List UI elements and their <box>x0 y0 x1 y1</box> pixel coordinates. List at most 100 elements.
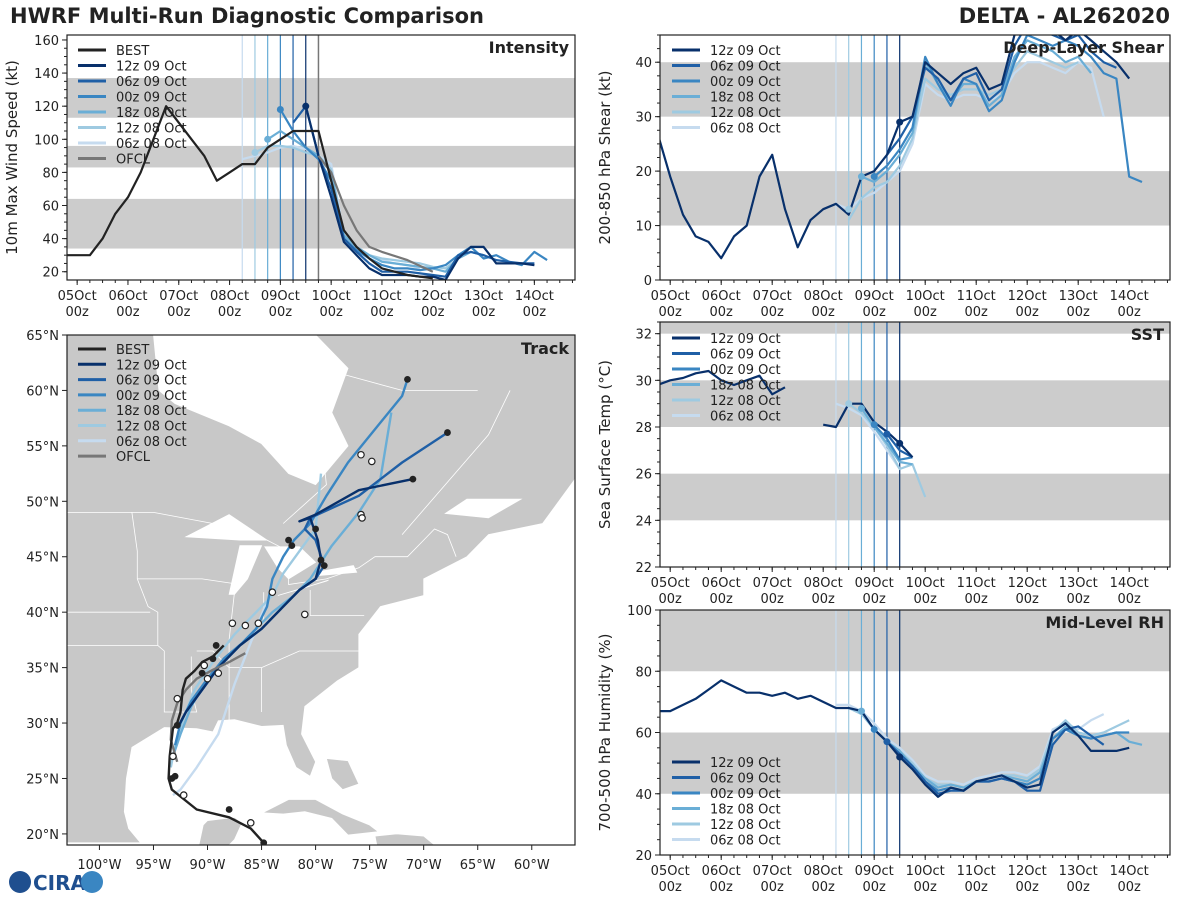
series-line-run-1 <box>886 725 1105 795</box>
x-tick-label: 10Oct <box>906 864 945 879</box>
x-tick-sublabel: 00z <box>710 305 734 320</box>
init-marker-point <box>870 725 878 733</box>
x-tick-label: 12Oct <box>1008 289 1047 304</box>
x-tick-sublabel: 00z <box>319 305 343 320</box>
x-tick-label: 05Oct <box>651 289 690 304</box>
legend-label: BEST <box>116 343 149 358</box>
track-point-open <box>214 669 223 677</box>
x-tick-label: 11Oct <box>362 289 401 304</box>
x-tick-label: 09Oct <box>855 864 894 879</box>
sst-panel: 22242628303205Oct00z06Oct00z07Oct00z08Oc… <box>596 321 1171 607</box>
legend-label: 00z 09 Oct <box>116 389 187 404</box>
legend-label: OFCL <box>116 450 151 465</box>
land-area <box>185 816 243 845</box>
x-tick-sublabel: 00z <box>116 305 140 320</box>
x-tick-label: 13Oct <box>1059 576 1098 591</box>
x-tick-label: 07Oct <box>753 576 792 591</box>
y-tick-label: 100 <box>627 604 652 619</box>
cira-logo: CIRA <box>9 871 103 895</box>
lon-tick-label: 95°W <box>136 858 172 873</box>
water-body <box>153 335 349 486</box>
track-point-filled <box>173 721 181 729</box>
x-tick-label: 11Oct <box>957 864 996 879</box>
y-tick-label: 30 <box>635 111 652 126</box>
x-tick-sublabel: 00z <box>370 305 394 320</box>
rh-panel: 2040608010005Oct00z06Oct00z07Oct00z08Oct… <box>596 604 1171 895</box>
y-tick-label: 24 <box>635 514 652 529</box>
y-tick-label: 0 <box>644 274 652 289</box>
y-axis-label: 10m Max Wind Speed (kt) <box>3 60 21 255</box>
init-marker-point <box>857 173 865 181</box>
track-point-filled <box>404 375 411 383</box>
x-tick-label: 07Oct <box>753 864 792 879</box>
x-tick-sublabel: 00z <box>1118 880 1142 895</box>
x-tick-label: 08Oct <box>804 289 843 304</box>
track-point-open <box>169 752 177 761</box>
x-tick-label: 14Oct <box>1110 576 1149 591</box>
panel-title: Mid-Level RH <box>1045 613 1164 632</box>
x-tick-sublabel: 00z <box>761 592 785 607</box>
y-tick-label: 10 <box>635 220 652 235</box>
lon-tick-label: 90°W <box>190 858 226 873</box>
track-point-filled <box>317 556 325 564</box>
track-line-ofcl <box>169 652 246 763</box>
x-tick-label: 13Oct <box>1059 864 1098 879</box>
lon-tick-label: 60°W <box>514 858 550 873</box>
init-marker-point <box>870 421 878 429</box>
x-tick-label: 10Oct <box>906 576 945 591</box>
track-point-open <box>179 791 188 799</box>
y-tick-label: 40 <box>42 233 59 248</box>
shaded-band <box>660 322 1170 334</box>
series-line-run-4 <box>847 50 1079 221</box>
legend-label: 12z 09 Oct <box>116 60 187 75</box>
water-body <box>277 579 329 596</box>
x-tick-sublabel: 00z <box>65 305 89 320</box>
track-point-filled <box>209 655 217 663</box>
x-tick-sublabel: 00z <box>965 592 989 607</box>
legend-label: 12z 08 Oct <box>710 818 781 833</box>
track-panel: 20°N 25°N 30°N 35°N 40°N 45°N 50°N 55°N 60°N 65°N… <box>26 329 576 873</box>
track-point-filled <box>288 542 296 550</box>
x-tick-label: 10Oct <box>906 289 945 304</box>
series-line-run-1 <box>886 35 1117 156</box>
x-tick-label: 10Oct <box>312 289 351 304</box>
legend-label: BEST <box>116 44 149 59</box>
track-point-filled <box>444 429 451 436</box>
shaded-band <box>660 610 1170 672</box>
legend-label: 18z 08 Oct <box>710 379 781 394</box>
init-marker-point <box>896 118 904 126</box>
x-tick-label: 14Oct <box>1110 289 1149 304</box>
track-point-open <box>228 619 237 628</box>
legend-label: 00z 09 Oct <box>710 75 781 90</box>
x-tick-sublabel: 00z <box>421 305 445 320</box>
legend-label: 06z 09 Oct <box>710 348 781 363</box>
x-tick-sublabel: 00z <box>269 305 293 320</box>
legend-label: 00z 09 Oct <box>116 91 187 106</box>
x-tick-label: 11Oct <box>957 289 996 304</box>
x-tick-sublabel: 00z <box>812 305 836 320</box>
track-point-filled <box>285 536 292 544</box>
series-line-run-5 <box>835 61 1105 211</box>
track-point-filled <box>260 839 268 845</box>
x-tick-label: 12Oct <box>413 289 452 304</box>
x-tick-sublabel: 00z <box>965 880 989 895</box>
x-tick-label: 11Oct <box>957 576 996 591</box>
lat-tick-label: 50°N <box>26 495 59 510</box>
track-point-open <box>173 694 182 703</box>
series-line-run-0 <box>660 369 786 396</box>
political-border <box>320 367 478 391</box>
init-marker-point <box>302 102 310 110</box>
lon-tick-label: 70°W <box>406 858 442 873</box>
legend-label: 18z 08 Oct <box>116 106 187 121</box>
legend-label: 06z 08 Oct <box>116 137 187 152</box>
legend-label: 18z 08 Oct <box>710 91 781 106</box>
legend-label: 12z 08 Oct <box>710 394 781 409</box>
political-border <box>282 434 327 524</box>
map-area <box>67 335 575 845</box>
x-tick-sublabel: 00z <box>914 305 938 320</box>
y-tick-label: 140 <box>34 67 59 82</box>
x-tick-sublabel: 00z <box>1118 305 1142 320</box>
track-point-open <box>358 514 366 522</box>
x-tick-sublabel: 00z <box>1067 880 1091 895</box>
x-tick-label: 05Oct <box>58 289 97 304</box>
